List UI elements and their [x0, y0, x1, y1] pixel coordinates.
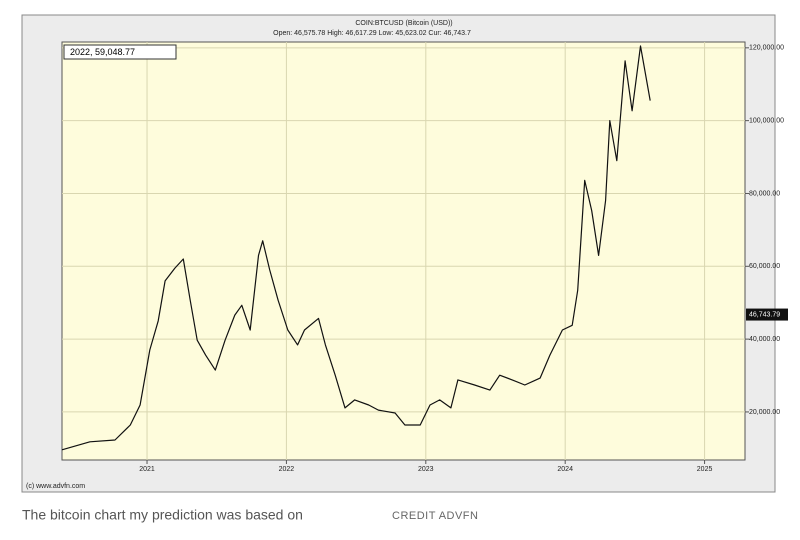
credit: (c) www.advfn.com [26, 483, 85, 490]
crosshair-label: 2022, 59,048.77 [70, 47, 135, 57]
x-tick-label: 2025 [697, 466, 713, 473]
chart-subtitle: Open: 46,575.78 High: 46,617.29 Low: 45,… [273, 30, 471, 37]
y-tick-label: 100,000.00 [749, 117, 784, 124]
crosshair-box [63, 44, 177, 60]
x-tick-label: 2021 [139, 466, 155, 473]
x-tick-label: 2022 [279, 466, 295, 473]
y-tick-label: 60,000.00 [749, 263, 780, 270]
y-tick-label: 120,000.00 [749, 45, 784, 52]
caption-credit: CREDIT ADVFN [392, 510, 478, 522]
y-tick-label: 20,000.00 [749, 409, 780, 416]
caption: The bitcoin chart my prediction was base… [22, 507, 303, 523]
plot-area [61, 41, 746, 461]
x-tick-label: 2024 [557, 466, 573, 473]
current-value-label: 46,743.79 [749, 311, 780, 318]
price-line [61, 45, 651, 451]
chart-title: COIN:BTCUSD (Bitcoin (USD)) [355, 20, 452, 27]
y-tick-label: 80,000.00 [749, 190, 780, 197]
x-tick-label: 2023 [418, 466, 434, 473]
y-tick-label: 40,000.00 [749, 336, 780, 343]
current-value-box [746, 308, 788, 321]
